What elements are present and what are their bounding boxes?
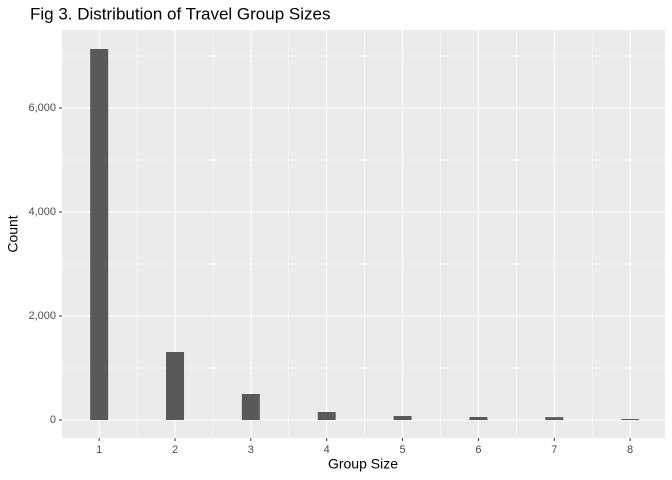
x-tick-label: 5 [399, 444, 405, 456]
bar [90, 48, 109, 421]
y-axis-title: Count [5, 215, 21, 252]
chart-title: Fig 3. Distribution of Travel Group Size… [30, 4, 330, 23]
plot-panel [62, 30, 665, 438]
bar [241, 394, 260, 421]
x-tick-label: 8 [627, 444, 633, 456]
bar [621, 419, 640, 421]
y-tick-label: 0 [50, 414, 56, 426]
bar [545, 417, 564, 421]
x-tick-label: 6 [475, 444, 481, 456]
y-tick-label: 2,000 [28, 310, 56, 322]
bar [166, 351, 185, 421]
y-tick-label: 6,000 [28, 102, 56, 114]
x-tick-label: 1 [96, 444, 102, 456]
x-tick-label: 4 [324, 444, 330, 456]
y-tick-label: 4,000 [28, 206, 56, 218]
x-axis-title: Group Size [328, 456, 398, 472]
x-tick-label: 7 [551, 444, 557, 456]
x-tick-label: 2 [172, 444, 178, 456]
x-tick-label: 3 [248, 444, 254, 456]
bar [393, 416, 412, 421]
bar [317, 411, 336, 421]
bar [469, 416, 488, 421]
